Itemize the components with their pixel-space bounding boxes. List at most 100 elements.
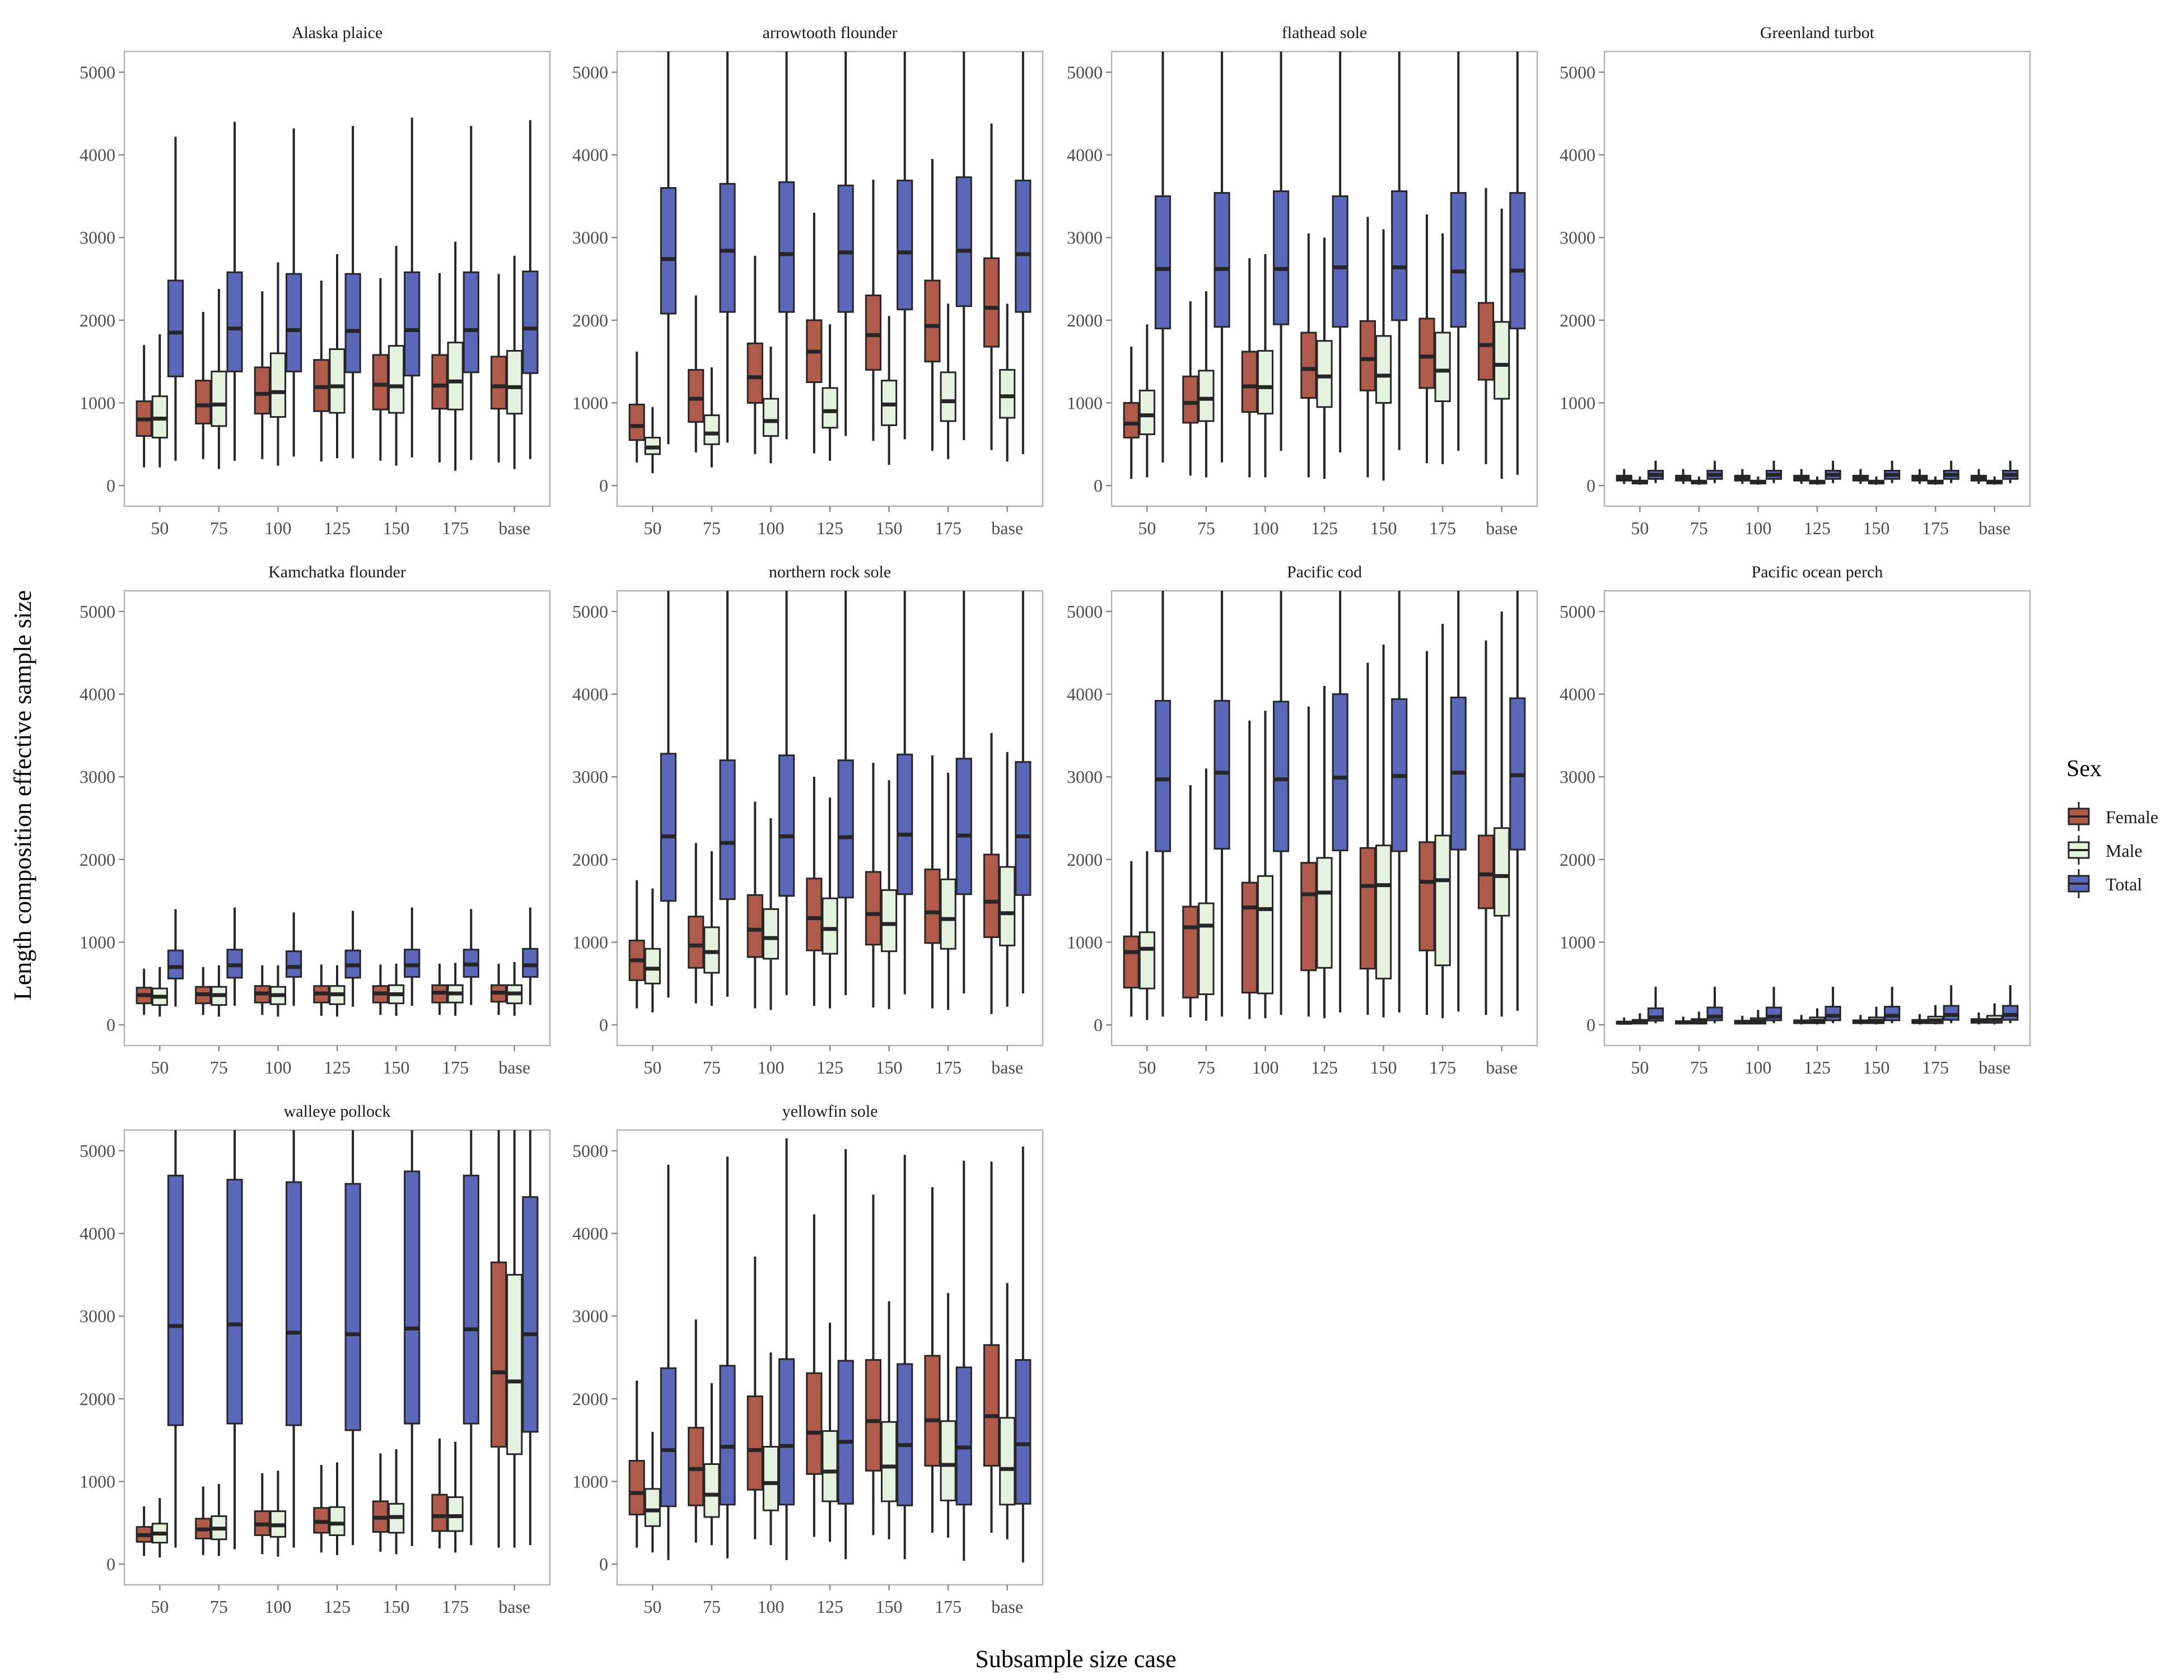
box-male-75 [703,1383,720,1546]
box-iqr [1391,190,1408,321]
panel-title: Pacific cod [1287,563,1362,581]
y-tick-label: 1000 [572,932,608,952]
y-tick-label: 1000 [1560,393,1595,413]
box-female-75 [1675,469,1692,484]
legend-entry-female: Female [2068,802,2158,831]
box-female-100 [1734,469,1751,484]
box-female-50 [628,1380,645,1548]
x-tick-label: 50 [643,518,661,538]
panel-title: Greenland turbot [1760,24,1875,42]
box-male-175 [1434,233,1451,464]
box-male-75 [1198,768,1215,1021]
box-iqr [897,753,913,895]
box-iqr [688,368,704,423]
box-iqr [1359,847,1376,970]
box-total-175 [955,52,972,440]
box-female-125 [806,1214,823,1537]
box-total-100 [1273,52,1290,451]
y-tick-label: 2000 [572,1389,608,1409]
box-iqr [865,871,881,946]
box-female-100 [746,1256,763,1539]
box-iqr [719,759,736,900]
x-tick-label: base [1978,1057,2010,1077]
x-tick-label: base [991,1057,1023,1077]
box-total-125 [837,1149,854,1560]
box-iqr [286,950,302,978]
box-female-75 [1182,785,1199,1018]
x-tick-label: 100 [1744,1057,1771,1077]
box-female-100 [1241,720,1258,1019]
box-iqr [447,1496,464,1532]
box-total-base [2002,985,2019,1024]
x-tick-label: 175 [935,1057,962,1077]
box-total-75 [1214,52,1230,463]
x-tick-label: 75 [1197,518,1215,538]
box-iqr [1257,349,1274,415]
box-female-base [490,963,507,1015]
y-tick-label: 1000 [572,1471,608,1491]
box-iqr [983,853,1000,939]
box-total-175 [955,1160,972,1561]
box-iqr [940,878,956,950]
box-total-50 [1154,591,1172,1017]
x-tick-label: 75 [1690,1057,1708,1077]
box-total-50 [167,909,184,1007]
box-male-100 [269,965,287,1017]
box-iqr [1273,190,1290,325]
x-tick-label: 75 [210,1597,228,1617]
box-iqr [999,1417,1016,1506]
box-iqr [1434,834,1451,967]
y-tick-label: 1000 [80,393,115,413]
box-iqr [1332,195,1348,328]
box-iqr [1015,1359,1032,1505]
box-iqr [999,866,1016,946]
legend-entry-total: Total [2068,869,2142,898]
x-tick-label: 125 [816,1057,843,1077]
box-iqr [880,1421,898,1502]
box-male-100 [762,818,780,1010]
box-iqr [388,345,405,414]
box-female-175 [431,1438,448,1549]
legend-label: Male [2106,841,2143,861]
box-male-base [999,752,1016,1007]
x-tick-label: 150 [876,518,903,538]
x-tick-label: 100 [264,1057,291,1077]
box-iqr [924,279,941,363]
box-male-125 [329,1462,346,1555]
x-tick-label: 175 [1922,1057,1949,1077]
box-male-175 [940,1292,956,1538]
box-iqr [837,759,854,899]
y-tick-label: 5000 [1560,62,1595,82]
box-total-base [522,1130,539,1546]
x-tick-label: base [991,518,1023,538]
x-tick-label: 50 [643,1057,661,1077]
box-total-150 [404,1130,421,1546]
box-iqr [660,753,677,902]
box-iqr [463,271,479,374]
box-total-75 [226,1130,243,1550]
box-iqr [1273,701,1290,852]
box-male-base [999,304,1016,462]
box-total-100 [286,912,302,1006]
box-iqr [1434,332,1451,403]
box-female-50 [136,345,152,468]
box-female-base [983,1161,1000,1533]
box-male-175 [1434,624,1451,1019]
box-iqr [286,273,302,372]
box-female-100 [254,291,270,459]
box-iqr [211,370,227,427]
box-female-150 [1852,1015,1869,1025]
x-tick-label: 150 [1370,1057,1397,1077]
box-iqr [226,1179,243,1425]
box-total-100 [778,591,795,995]
box-total-base [1015,1146,1032,1563]
box-total-125 [344,1130,361,1546]
box-total-base [2002,460,2019,483]
box-female-175 [431,273,448,463]
box-female-175 [1911,1014,1928,1025]
y-tick-label: 3000 [80,767,115,787]
box-female-100 [254,965,270,1015]
box-total-150 [1884,987,1901,1024]
box-total-175 [955,591,972,993]
panel-northern-rock-sole: northern rock sole 0 1000 2000 3000 4000 5000 5… [572,563,1044,1077]
